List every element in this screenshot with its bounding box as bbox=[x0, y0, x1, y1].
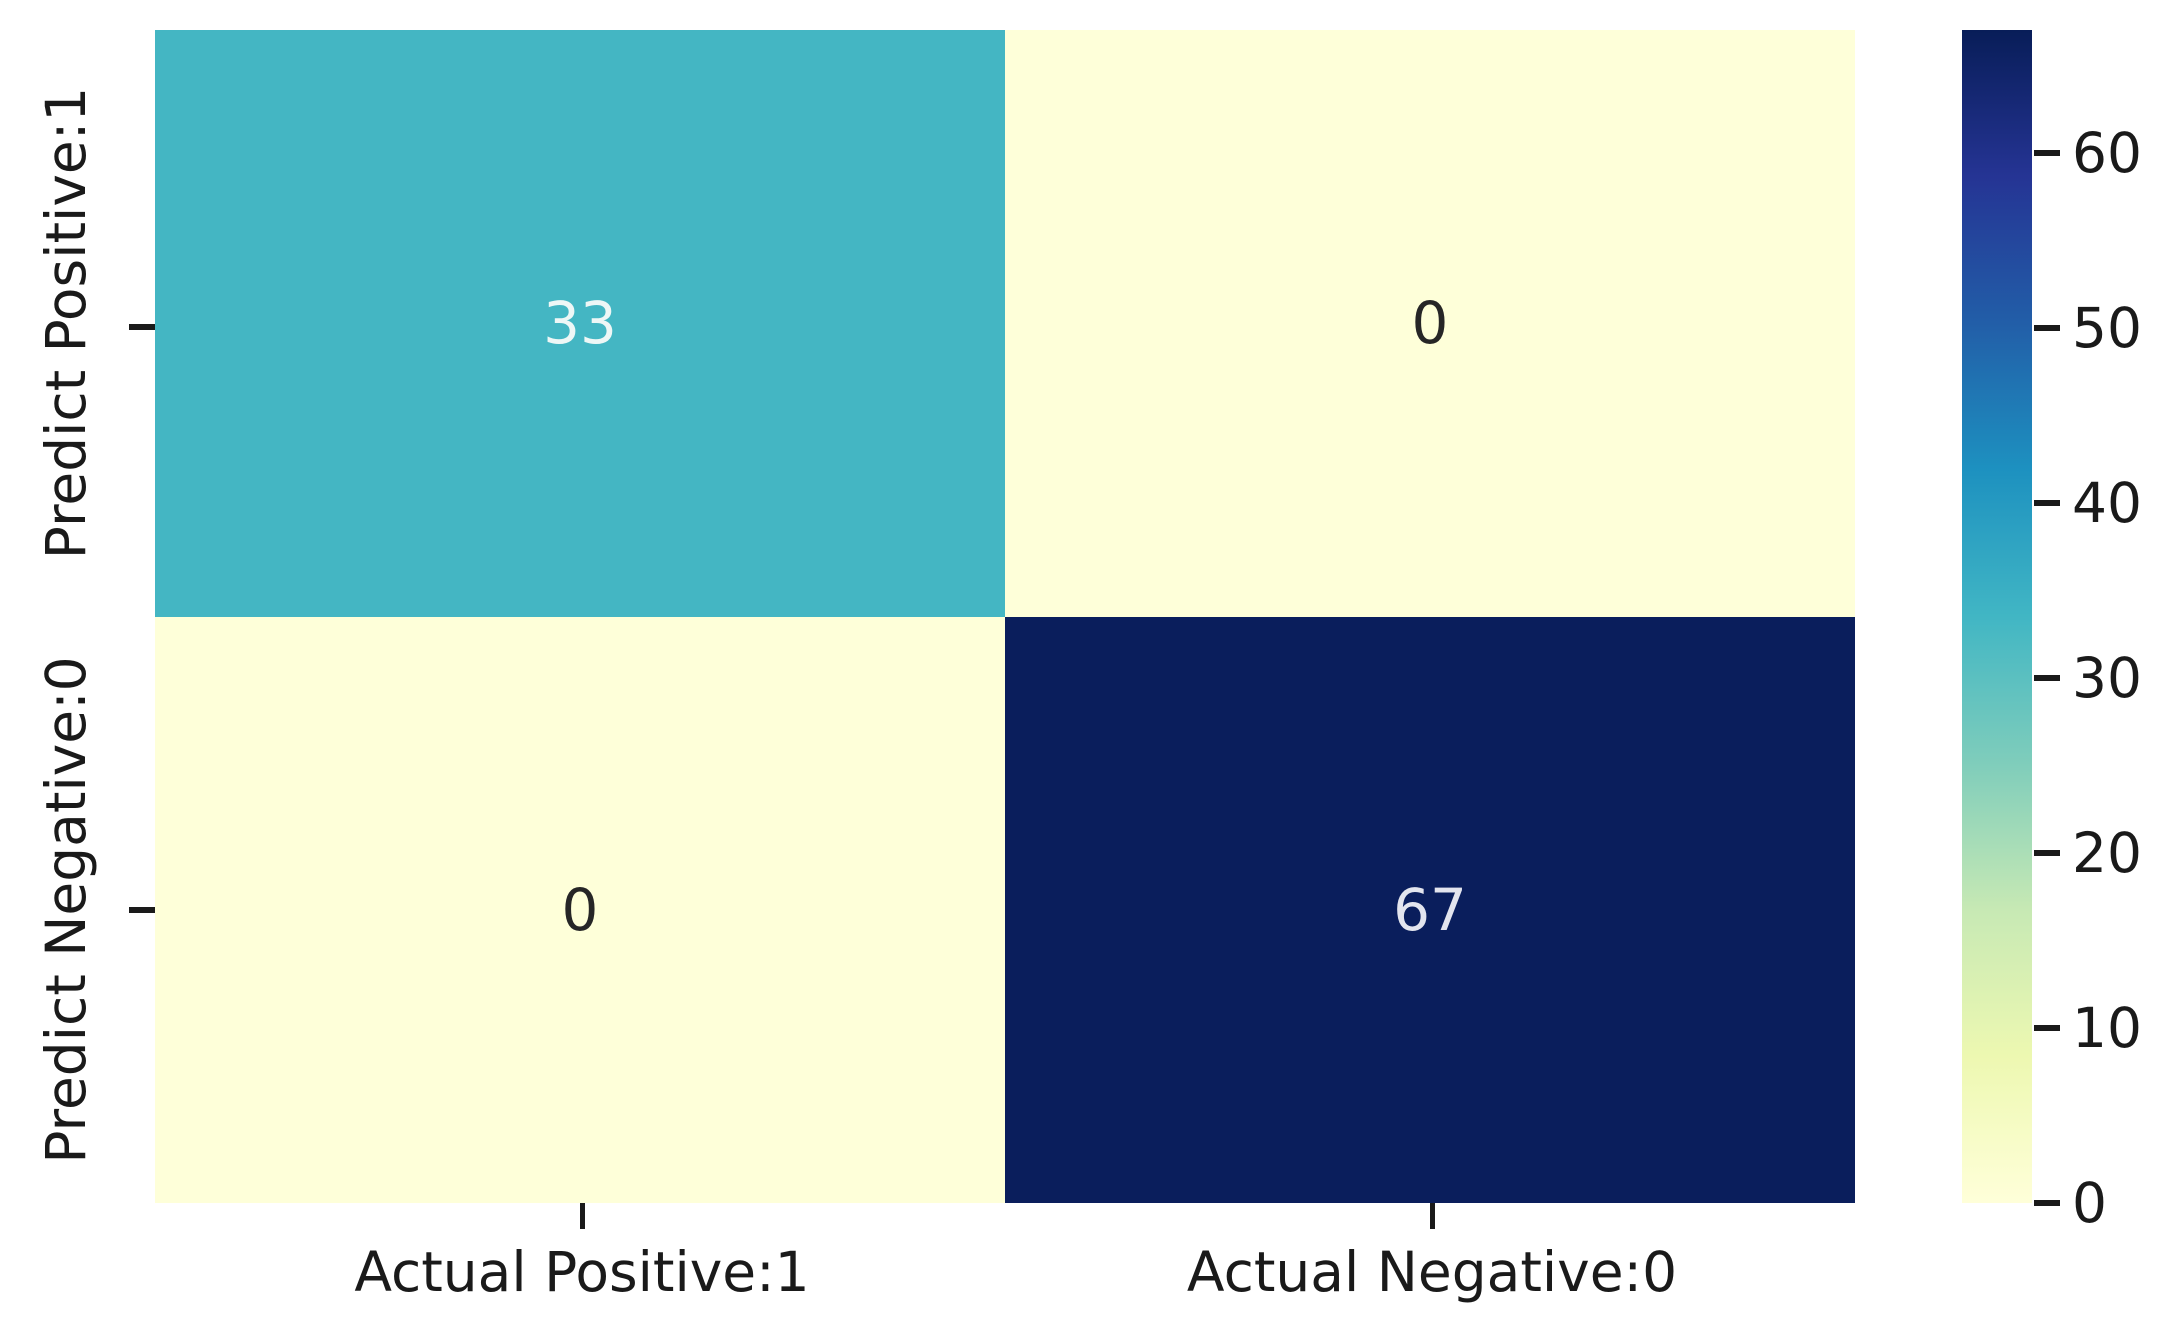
colorbar-tick-mark bbox=[2034, 1025, 2060, 1031]
cell-r1c0: 0 bbox=[155, 616, 1005, 1203]
colorbar-tick-mark bbox=[2034, 1200, 2060, 1206]
x-tick-mark bbox=[1430, 1203, 1435, 1229]
x-tick-label-actual-positive: Actual Positive:1 bbox=[354, 1240, 810, 1304]
cell-r0c0: 33 bbox=[155, 30, 1005, 617]
y-tick-label-predict-positive: Predict Positive:1 bbox=[34, 86, 98, 560]
y-tick-mark bbox=[129, 907, 155, 913]
cell-value: 0 bbox=[561, 875, 599, 944]
colorbar-tick-label: 30 bbox=[2072, 646, 2142, 710]
y-tick-mark bbox=[129, 324, 155, 330]
cell-r1c1: 67 bbox=[1005, 616, 1855, 1203]
colorbar-tick-mark bbox=[2034, 675, 2060, 681]
colorbar-tick-mark bbox=[2034, 325, 2060, 331]
y-tick-label-predict-negative: Predict Negative:0 bbox=[34, 656, 98, 1164]
cell-value: 67 bbox=[1393, 875, 1467, 944]
heatmap: 33 0 0 67 bbox=[155, 30, 1855, 1203]
colorbar-tick-mark bbox=[2034, 500, 2060, 506]
colorbar-tick-label: 10 bbox=[2072, 996, 2142, 1060]
cell-r0c1: 0 bbox=[1005, 30, 1855, 617]
x-tick-label-actual-negative: Actual Negative:0 bbox=[1186, 1240, 1678, 1304]
colorbar-tick-label: 50 bbox=[2072, 296, 2142, 360]
colorbar-tick-label: 20 bbox=[2072, 821, 2142, 885]
colorbar-tick-mark bbox=[2034, 150, 2060, 156]
colorbar-tick-mark bbox=[2034, 850, 2060, 856]
colorbar-gradient bbox=[1962, 30, 2032, 1203]
colorbar-tick-label: 40 bbox=[2072, 471, 2142, 535]
x-tick-mark bbox=[580, 1203, 585, 1229]
cell-value: 33 bbox=[543, 289, 617, 358]
colorbar-tick-label: 60 bbox=[2072, 121, 2142, 185]
colorbar-tick-label: 0 bbox=[2072, 1171, 2107, 1235]
cell-value: 0 bbox=[1411, 289, 1449, 358]
